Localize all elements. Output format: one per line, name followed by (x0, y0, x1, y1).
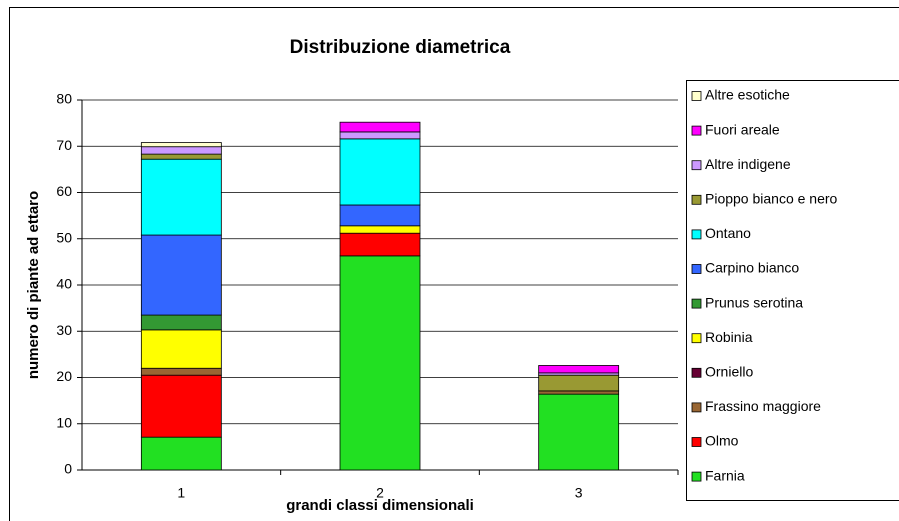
legend-swatch (691, 160, 702, 171)
legend-swatch (691, 229, 702, 240)
legend-label: Pioppo bianco e nero (705, 191, 838, 207)
legend-label: Orniello (705, 364, 753, 380)
bar-segment (538, 374, 620, 392)
legend-swatch (691, 264, 702, 274)
y-tick-label: 80 (56, 91, 72, 107)
bar-segment (140, 153, 222, 160)
bar-segment (538, 365, 620, 374)
bar-segment (339, 204, 421, 227)
legend-swatch (691, 125, 702, 136)
legend-label: Robinia (705, 329, 753, 345)
y-tick-label: 10 (56, 414, 72, 430)
legend-box (686, 80, 899, 501)
bar-segment (140, 374, 222, 438)
bar-segment (140, 314, 222, 331)
y-axis-title: numero di piante ad ettaro (25, 191, 42, 379)
y-tick-label: 40 (56, 276, 72, 292)
bar-segment (140, 367, 222, 376)
bar-segment (538, 390, 620, 395)
bar-segment (140, 146, 222, 155)
bar-segment (339, 225, 421, 234)
legend-swatch (691, 91, 702, 101)
legend-label: Altre esotiche (705, 87, 790, 103)
bar-segment (140, 436, 222, 471)
y-tick-label: 20 (56, 368, 72, 384)
x-tick-label: 3 (575, 485, 583, 501)
legend-swatch (691, 367, 702, 378)
y-tick-label: 70 (56, 137, 72, 153)
bar-segment (339, 255, 421, 471)
bar-segment (339, 121, 421, 133)
bar-segment (339, 138, 421, 206)
legend-swatch (691, 333, 702, 344)
legend-swatch (691, 402, 702, 413)
legend-label: Olmo (705, 433, 739, 449)
bar-segment (140, 234, 222, 316)
legend-label: Fuori areale (705, 121, 780, 137)
bar-segment (538, 393, 620, 471)
legend-swatch (691, 471, 702, 482)
bar-segment (140, 158, 222, 236)
bar-segment (339, 131, 421, 140)
x-tick-label: 1 (177, 485, 185, 501)
bar-segment (339, 232, 421, 257)
legend-swatch (691, 298, 702, 309)
x-axis-title: grandi classi dimensionali (286, 497, 474, 514)
y-tick-label: 0 (64, 461, 72, 477)
legend-label: Prunus serotina (705, 294, 803, 310)
x-tick-label: 2 (376, 485, 384, 501)
legend-swatch (691, 437, 702, 447)
legend-swatch (691, 194, 702, 205)
bar-segment (140, 329, 222, 369)
legend-label: Frassino maggiore (705, 398, 821, 414)
legend-label: Ontano (705, 225, 751, 241)
legend-label: Farnia (705, 467, 745, 483)
bar-segment (140, 142, 222, 148)
legend-label: Altre indigene (705, 156, 791, 172)
legend-label: Carpino bianco (705, 260, 799, 276)
y-tick-label: 50 (56, 229, 72, 245)
chart-title: Distribuzione diametrica (290, 37, 511, 58)
y-tick-label: 60 (56, 183, 72, 199)
y-tick-label: 30 (56, 322, 72, 338)
